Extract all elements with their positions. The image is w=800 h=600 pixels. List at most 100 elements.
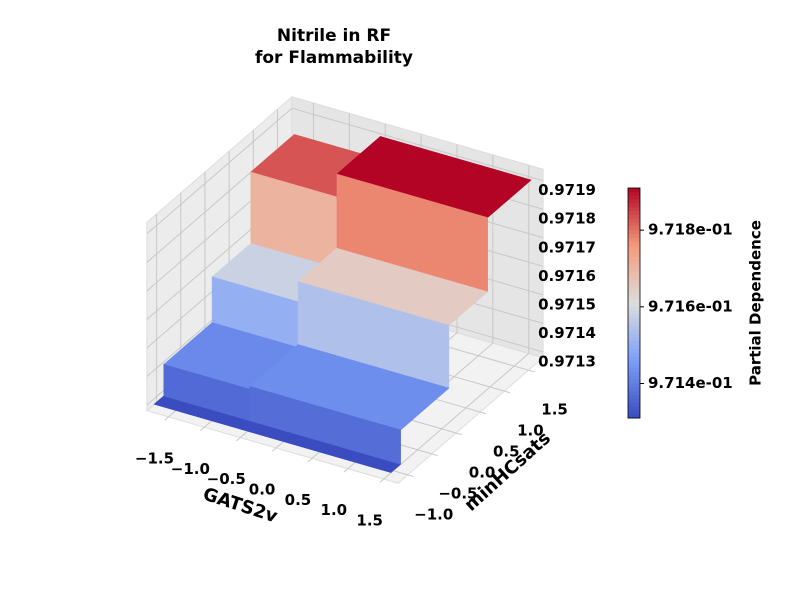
colorbar-segment — [628, 318, 640, 323]
tick-mark — [455, 432, 462, 436]
colorbar-segment — [628, 333, 640, 338]
colorbar-segment — [628, 337, 640, 342]
z-tick-label: 0.9719 — [538, 181, 596, 199]
tick-mark — [164, 416, 169, 421]
colorbar-segment — [628, 310, 640, 315]
colorbar-segment — [628, 402, 640, 407]
colorbar-segment — [628, 199, 640, 204]
colorbar-segment — [628, 410, 640, 415]
colorbar-segment — [628, 360, 640, 365]
colorbar-segment — [628, 245, 640, 250]
colorbar-frame — [627, 187, 641, 419]
x-tick-label: 0.0 — [249, 480, 276, 498]
colorbar-segment — [628, 195, 640, 200]
colorbar-segment — [628, 379, 640, 384]
tick-mark — [431, 453, 438, 457]
x-tick-label: 1.0 — [321, 501, 348, 519]
tick-mark — [307, 457, 313, 463]
colorbar-segment — [628, 188, 640, 193]
colorbar-segment — [628, 211, 640, 216]
colorbar-segment — [628, 349, 640, 354]
colorbar-tick-label: 9.718e-01 — [648, 221, 733, 239]
colorbar-segment — [628, 264, 640, 269]
colorbar-segment — [628, 214, 640, 220]
tick-mark — [236, 437, 241, 442]
colorbar-segment — [628, 291, 640, 296]
colorbar-segment — [628, 322, 640, 327]
tick-mark — [480, 411, 487, 415]
colorbar-segment — [628, 280, 640, 285]
colorbar-segment — [628, 283, 640, 289]
z-tick-label: 0.9715 — [538, 295, 596, 313]
colorbar-segment — [628, 249, 640, 254]
colorbar-segment — [628, 257, 640, 262]
z-tick-label: 0.9717 — [538, 238, 596, 256]
colorbar-label: Partial Dependence — [747, 220, 765, 386]
step-wall — [249, 386, 401, 465]
chart-title: for Flammability — [255, 48, 413, 68]
colorbar-segment — [628, 272, 640, 277]
colorbar-segment — [628, 406, 640, 411]
colorbar-segment — [628, 326, 640, 331]
grid-line — [146, 107, 293, 235]
colorbar-segment — [628, 191, 640, 197]
colorbar-segment — [628, 268, 640, 273]
y-tick-label: 1.0 — [517, 422, 544, 440]
colorbar-segment — [628, 230, 640, 235]
colorbar-segment — [628, 222, 640, 227]
x-tick-label: −1.5 — [135, 449, 174, 467]
colorbar-tick-label: 9.716e-01 — [648, 297, 733, 315]
colorbar-segment — [628, 398, 640, 404]
grid-line — [383, 353, 530, 480]
colorbar-segment — [628, 276, 640, 281]
colorbar-segment — [628, 314, 640, 319]
y-tick-label: −0.5 — [438, 484, 477, 502]
tick-mark — [504, 390, 511, 394]
colorbar-segment — [628, 218, 640, 223]
z-tick-label: 0.9718 — [538, 210, 596, 228]
z-tick-label: 0.9713 — [538, 352, 596, 370]
colorbar-segment — [628, 341, 640, 346]
tick-mark — [271, 447, 277, 452]
z-tick-label: 0.9716 — [538, 267, 596, 285]
colorbar-segment — [628, 253, 640, 258]
grid-line — [291, 107, 544, 182]
colorbar-segment — [628, 299, 640, 304]
colorbar-segment — [628, 356, 640, 361]
colorbar-segment — [628, 414, 640, 419]
colorbar-segment — [628, 383, 640, 388]
colorbar-segment — [628, 260, 640, 266]
x-tick-label: −1.0 — [171, 460, 210, 478]
colorbar-segment — [628, 306, 640, 312]
colorbar-segment — [628, 329, 640, 335]
colorbar-segment — [628, 368, 640, 373]
y-tick-label: 1.5 — [541, 401, 568, 419]
tick-mark — [407, 474, 414, 477]
y-tick-label: 0.5 — [493, 443, 520, 461]
colorbar-segment — [628, 352, 640, 358]
x-tick-label: −0.5 — [207, 470, 246, 488]
colorbar-segment — [628, 375, 640, 381]
tick-mark — [200, 426, 205, 432]
colorbar-segment — [628, 387, 640, 392]
tick-mark — [343, 468, 349, 473]
tick-mark — [528, 369, 535, 373]
colorbar-segment — [628, 237, 640, 243]
colorbar-segment — [628, 203, 640, 208]
y-tick-label: −1.0 — [414, 505, 453, 523]
colorbar-segment — [628, 234, 640, 239]
colorbar-segment — [628, 395, 640, 400]
colorbar-segment — [628, 364, 640, 369]
colorbar-segment — [628, 241, 640, 246]
colorbar-segment — [628, 226, 640, 231]
colorbar-tick-label: 9.714e-01 — [648, 374, 733, 392]
chart-title: Nitrile in RF — [277, 26, 391, 46]
y-tick-label: 0.0 — [469, 463, 496, 481]
x-tick-label: 0.5 — [285, 491, 312, 509]
x-tick-label: 1.5 — [356, 512, 383, 530]
colorbar-segment — [628, 345, 640, 350]
colorbar-segment — [628, 207, 640, 212]
colorbar-segment — [628, 287, 640, 292]
tick-mark — [379, 478, 385, 483]
